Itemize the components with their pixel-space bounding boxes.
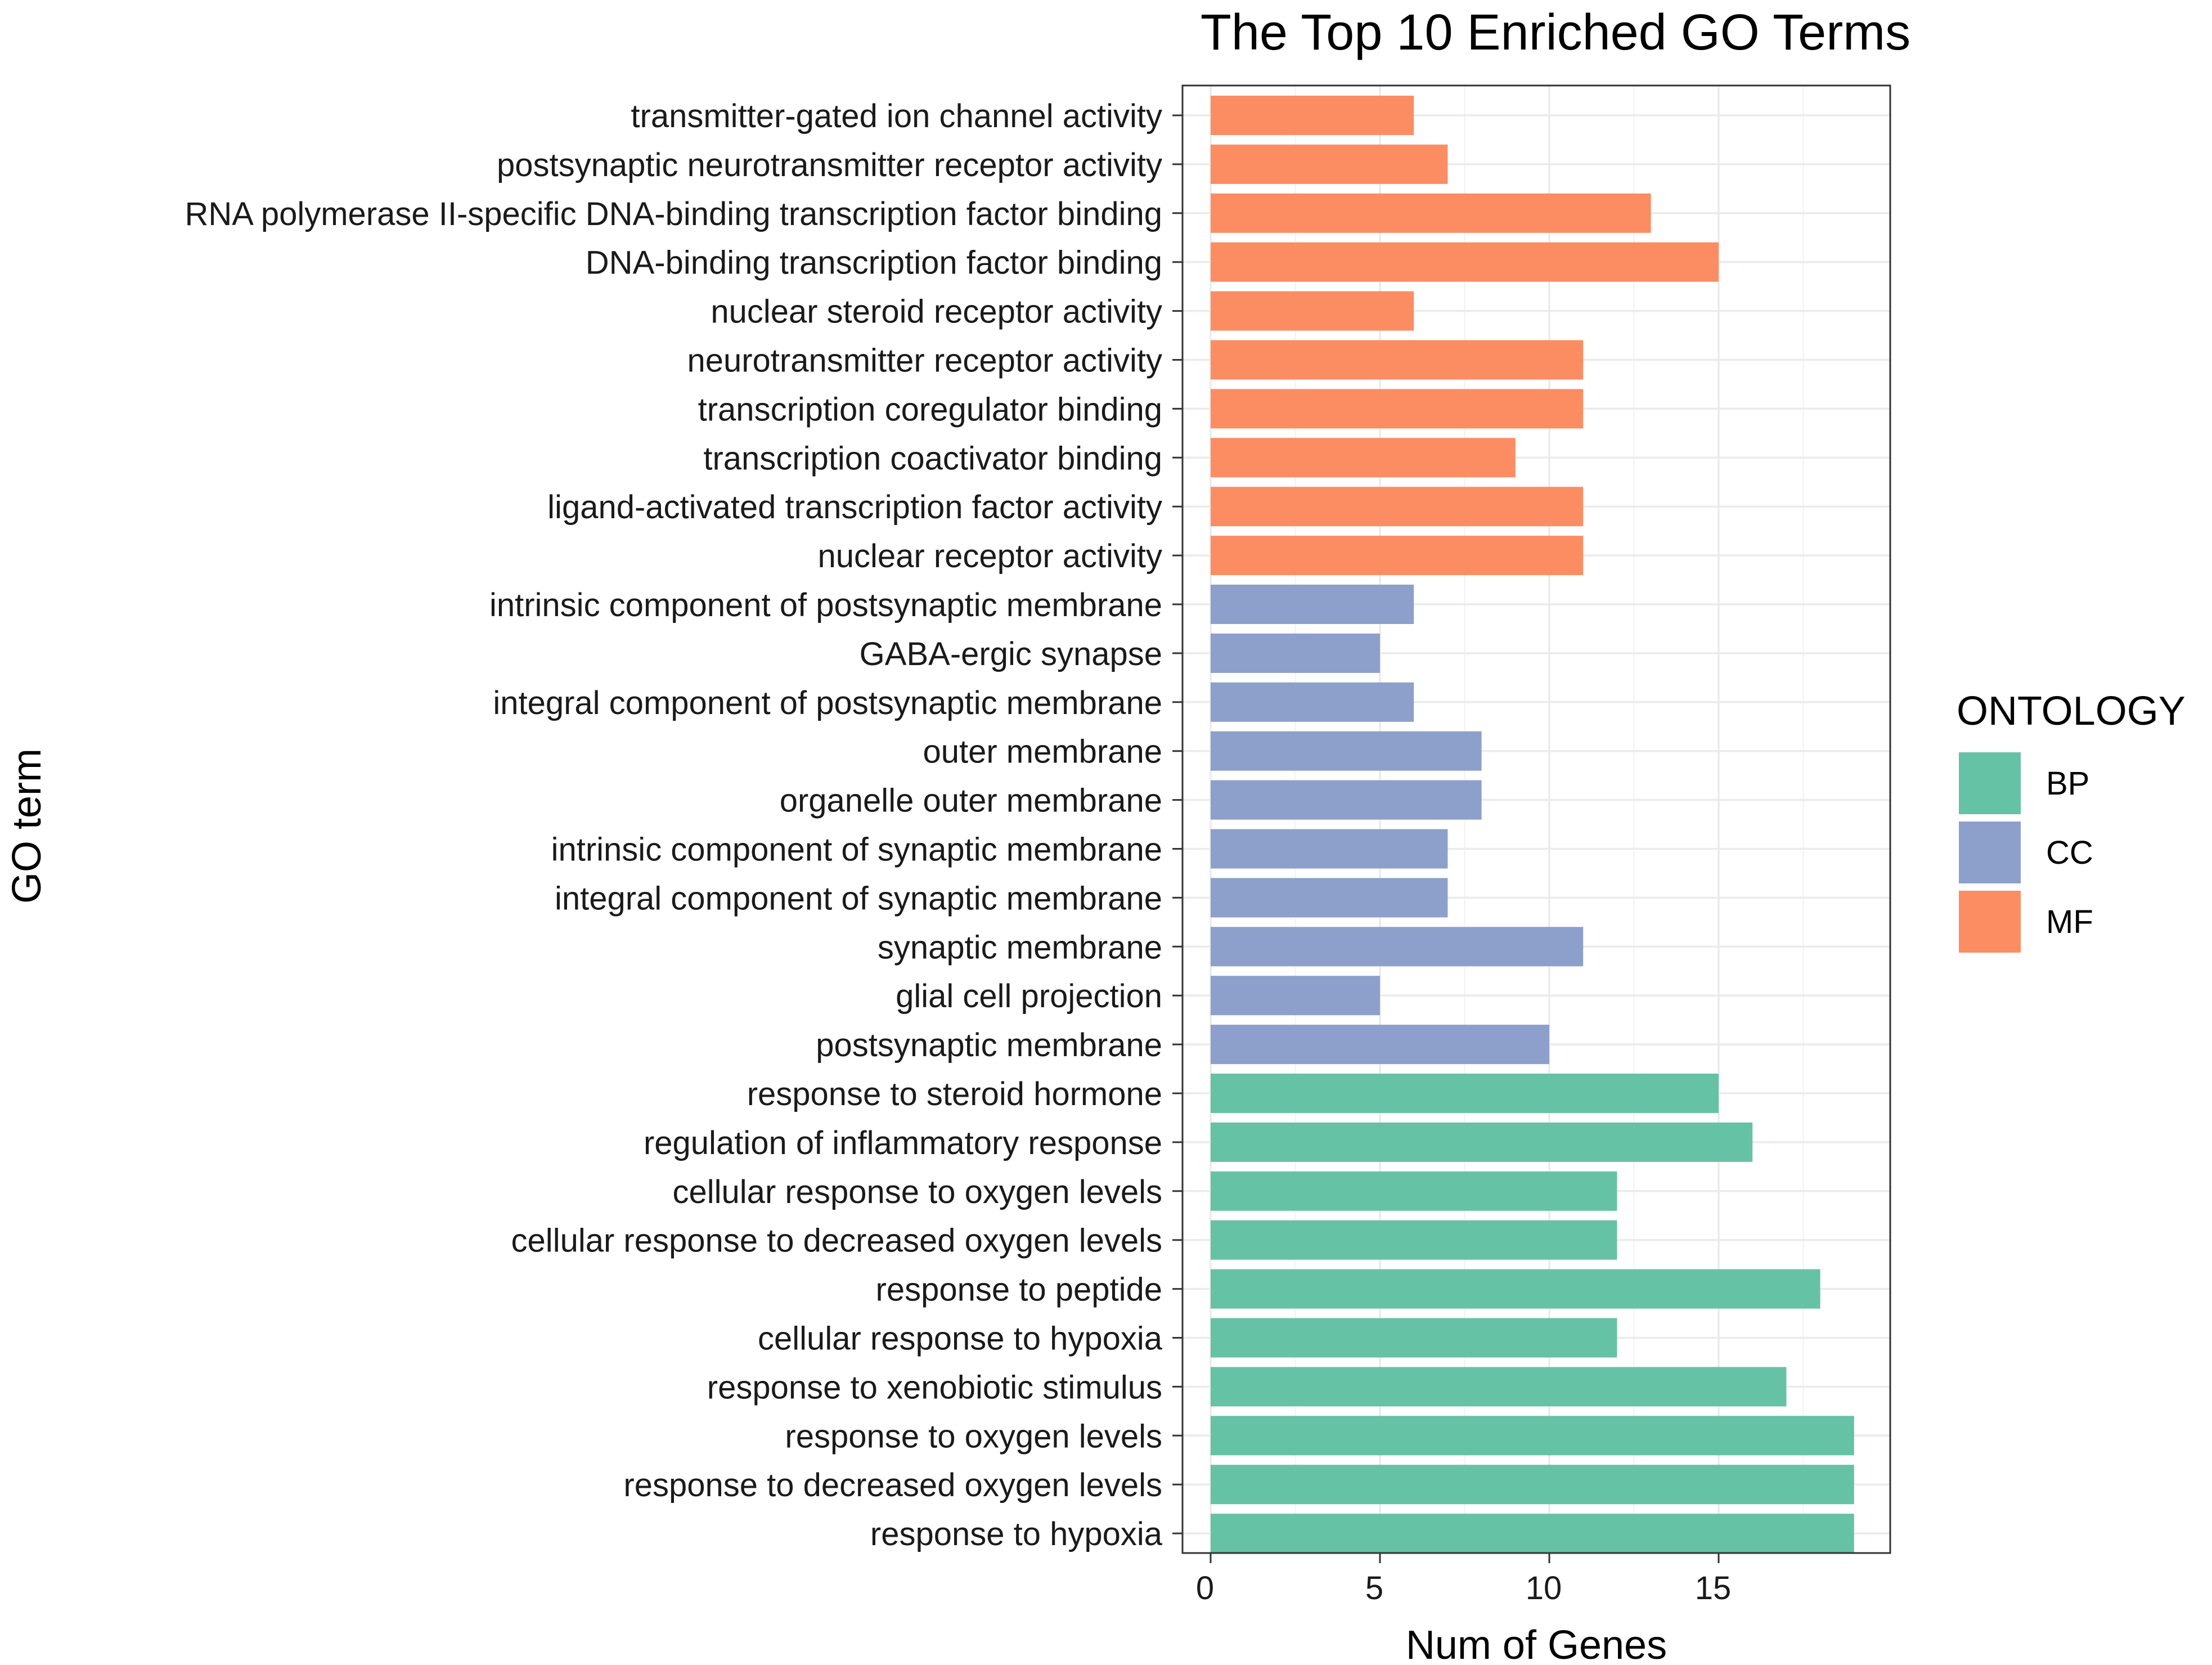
legend-label-cc: CC (2046, 834, 2093, 871)
bar-bp (1211, 1514, 1854, 1554)
legend: ONTOLOGY BP CC MF (1957, 689, 2186, 953)
y-tick-label: RNA polymerase II-specific DNA-binding t… (185, 196, 1162, 232)
legend-key-cc (1959, 822, 2021, 883)
y-tick-label: postsynaptic neurotransmitter receptor a… (497, 147, 1162, 183)
y-tick-label: transcription coregulator binding (698, 391, 1162, 428)
y-tick-label: intrinsic component of synaptic membrane (551, 832, 1162, 868)
y-tick-label: cellular response to decreased oxygen le… (511, 1223, 1162, 1259)
y-tick-label: outer membrane (923, 734, 1162, 770)
bar-mf (1211, 96, 1414, 135)
bar-cc (1211, 1025, 1549, 1065)
bar-mf (1211, 242, 1719, 282)
y-tick-label: integral component of synaptic membrane (555, 880, 1162, 917)
bar-bp (1211, 1465, 1854, 1505)
y-tick-label: response to peptide (876, 1272, 1162, 1308)
bar-cc (1211, 780, 1482, 820)
bars-layer (1211, 96, 1854, 1554)
legend-key-bp (1959, 752, 2021, 814)
y-axis-label: GO term (5, 748, 50, 904)
y-tick-label: cellular response to oxygen levels (673, 1174, 1162, 1210)
y-tick-label: regulation of inflammatory response (644, 1125, 1162, 1161)
plot-panel (1181, 84, 1891, 1554)
x-tick-label: 10 (1526, 1570, 1562, 1606)
y-tick-label: integral component of postsynaptic membr… (493, 685, 1162, 721)
y-tick-label: GABA-ergic synapse (860, 636, 1162, 672)
y-tick-label: response to xenobiotic stimulus (707, 1369, 1162, 1406)
bar-cc (1211, 976, 1380, 1016)
bar-bp (1211, 1074, 1719, 1113)
bar-bp (1211, 1416, 1854, 1456)
bar-cc (1211, 829, 1448, 869)
bar-mf (1211, 438, 1516, 478)
y-axis: transmitter-gated ion channel activity po… (185, 98, 1183, 1552)
y-tick-label: DNA-binding transcription factor binding (586, 245, 1162, 281)
bar-cc (1211, 927, 1584, 967)
x-tick-label: 0 (1196, 1570, 1214, 1606)
legend-label-mf: MF (2046, 904, 2093, 940)
bar-bp (1211, 1269, 1820, 1309)
x-axis: 0 5 10 15 (1196, 1553, 1731, 1606)
y-tick-label: response to decreased oxygen levels (623, 1467, 1162, 1504)
chart-title: The Top 10 Enriched GO Terms (1201, 5, 1910, 61)
legend-items: BP CC MF (1959, 752, 2093, 953)
bar-mf (1211, 291, 1414, 331)
bar-mf (1211, 389, 1584, 429)
bar-bp (1211, 1367, 1787, 1407)
y-tick-label: synaptic membrane (878, 929, 1162, 966)
y-tick-label: organelle outer membrane (780, 783, 1162, 819)
bar-cc (1211, 682, 1414, 722)
bar-cc (1211, 633, 1380, 673)
x-axis-label: Num of Genes (1406, 1623, 1667, 1665)
panel-border (1181, 84, 1891, 1554)
y-tick-label: response to steroid hormone (747, 1076, 1162, 1112)
y-tick-label: response to oxygen levels (785, 1418, 1162, 1455)
bar-cc (1211, 878, 1448, 918)
bar-mf (1211, 144, 1448, 184)
y-tick-label: transcription coactivator binding (703, 440, 1162, 477)
bar-bp (1211, 1318, 1617, 1358)
bar-mf (1211, 340, 1584, 380)
legend-title: ONTOLOGY (1957, 689, 2186, 734)
y-tick-label: nuclear steroid receptor activity (711, 294, 1162, 330)
bar-bp (1211, 1171, 1617, 1211)
x-tick-label: 15 (1695, 1570, 1732, 1606)
y-tick-label: intrinsic component of postsynaptic memb… (489, 587, 1162, 623)
y-tick-label: cellular response to hypoxia (758, 1321, 1163, 1357)
y-tick-label: postsynaptic membrane (816, 1027, 1162, 1063)
bar-cc (1211, 731, 1482, 771)
bar-bp (1211, 1122, 1753, 1162)
x-tick-label: 5 (1365, 1570, 1383, 1606)
bar-mf (1211, 536, 1584, 576)
y-tick-label: glial cell projection (896, 978, 1162, 1015)
y-tick-label: nuclear receptor activity (818, 538, 1162, 575)
y-tick-label: transmitter-gated ion channel activity (631, 98, 1162, 134)
bar-bp (1211, 1220, 1617, 1260)
legend-key-mf (1959, 891, 2021, 953)
bar-mf (1211, 193, 1651, 233)
bar-mf (1211, 487, 1584, 527)
legend-label-bp: BP (2046, 765, 2089, 802)
y-tick-label: neurotransmitter receptor activity (687, 343, 1162, 379)
y-tick-label: response to hypoxia (870, 1516, 1163, 1552)
y-tick-label: ligand-activated transcription factor ac… (547, 489, 1162, 526)
bar-cc (1211, 585, 1414, 624)
